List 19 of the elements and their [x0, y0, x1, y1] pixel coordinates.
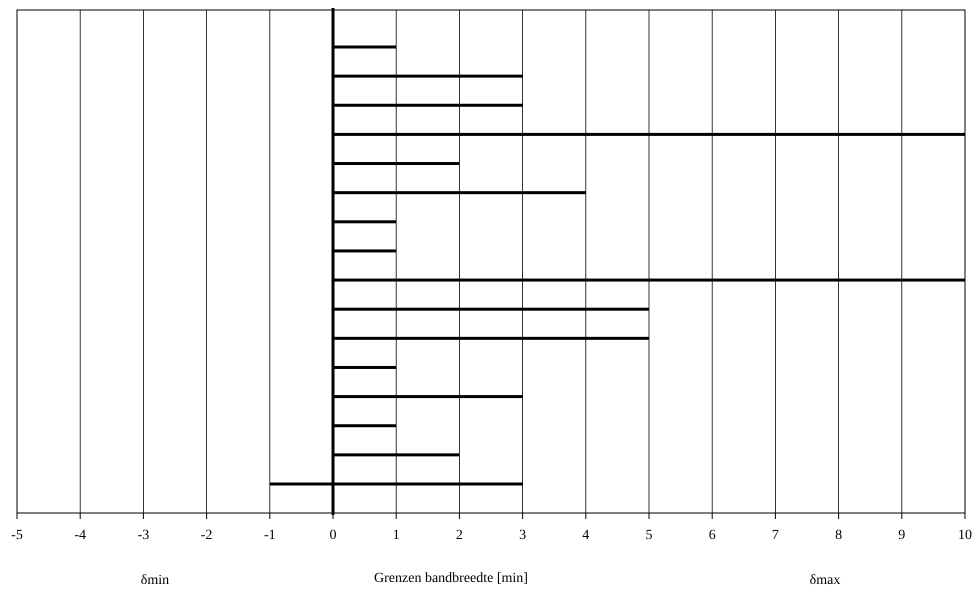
x-tick-label: -2: [200, 528, 212, 543]
x-tick-label: 8: [835, 528, 842, 543]
x-tick-label: 3: [519, 528, 526, 543]
x-tick-label: 1: [392, 528, 400, 543]
text: δmax: [810, 573, 840, 588]
x-tick-label: 7: [772, 528, 779, 543]
x-tick-label: 5: [646, 528, 652, 543]
text: δmin: [140, 573, 170, 588]
x-tick-label: 0: [330, 528, 336, 543]
x-tick-label: -4: [74, 528, 86, 543]
x-tick-label: -5: [11, 528, 23, 543]
x-tick-label: -1: [264, 528, 276, 543]
x-tick-label: 10: [958, 528, 972, 543]
x-axis-title: Grenzen bandbreedte [min]: [374, 571, 528, 586]
x-tick-label: -3: [138, 528, 150, 543]
x-tick-label: 4: [582, 528, 590, 543]
x-tick-label: 2: [456, 528, 463, 543]
x-tick-label: 9: [898, 528, 906, 543]
x-tick-label: 6: [708, 528, 716, 543]
